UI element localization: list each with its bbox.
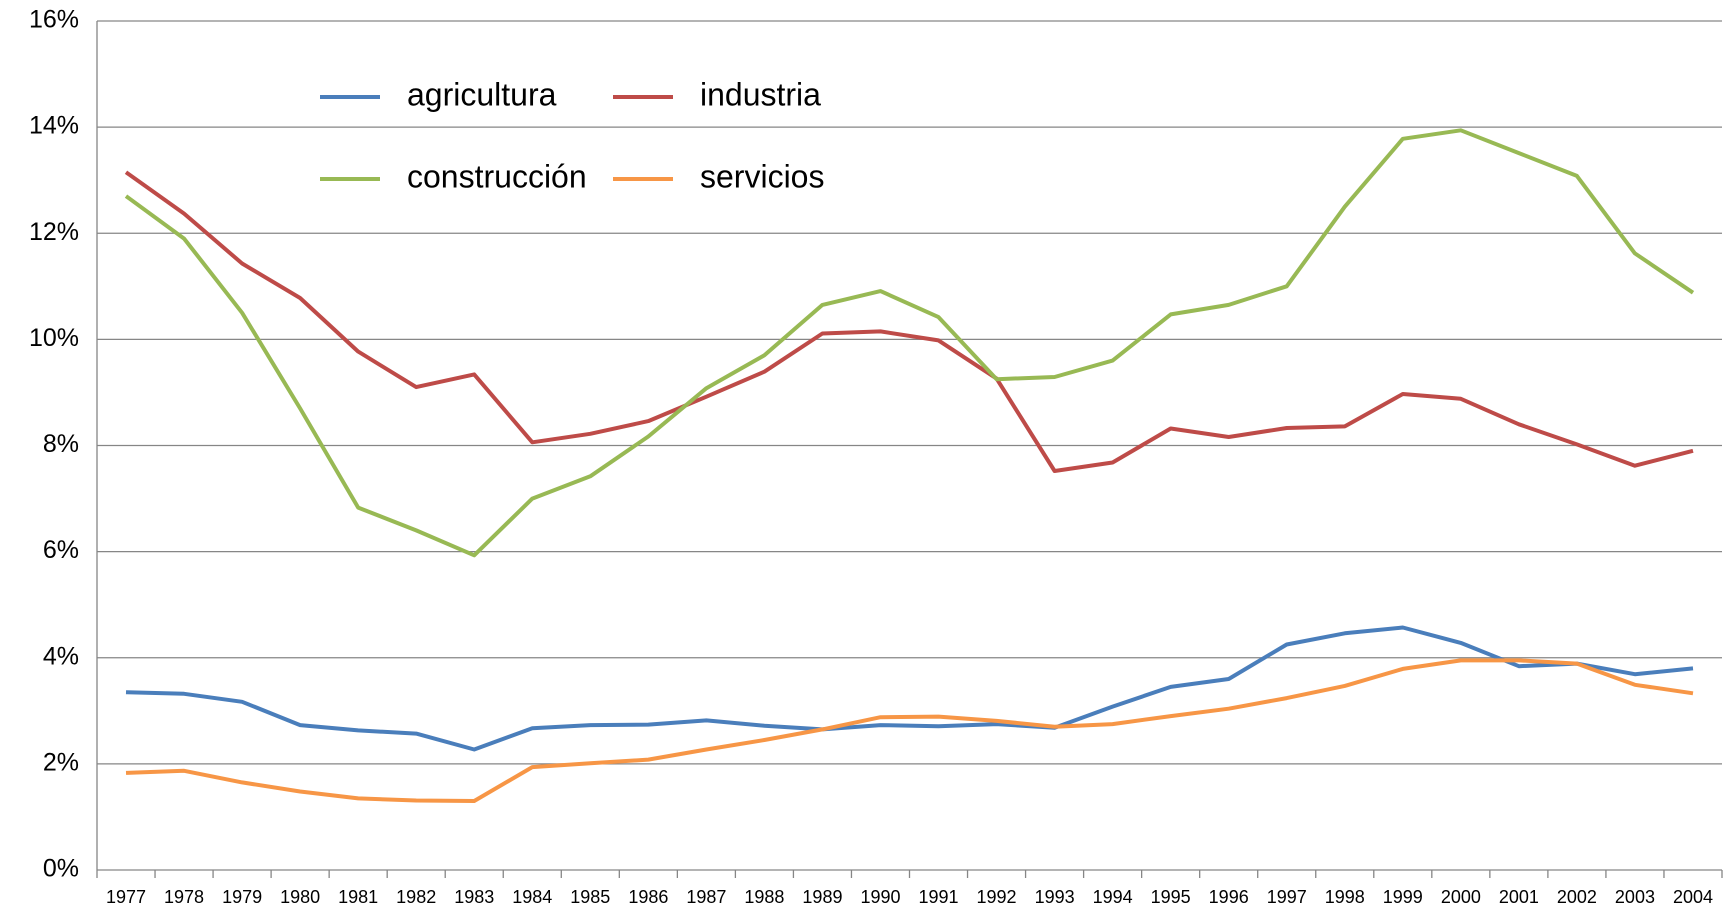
y-tick-label: 2% (43, 748, 79, 776)
legend-label: construcción (407, 158, 587, 194)
series-line (124, 128, 1695, 558)
y-tick-label: 4% (43, 642, 79, 670)
y-tick-label: 14% (29, 112, 79, 140)
x-tick-label: 1991 (918, 887, 958, 907)
x-tick-label: 1982 (396, 887, 436, 907)
x-tick-label: 1988 (744, 887, 784, 907)
legend-label: agricultura (407, 76, 557, 112)
x-tick-label: 2000 (1441, 887, 1481, 907)
x-tick-label: 1997 (1267, 887, 1307, 907)
x-tick-label: 1984 (512, 887, 552, 907)
x-tick-label: 1979 (222, 887, 262, 907)
x-tick-label: 1993 (1035, 887, 1075, 907)
x-tick-label: 1983 (454, 887, 494, 907)
x-tick-label: 1981 (338, 887, 378, 907)
x-tick-label: 1994 (1093, 887, 1133, 907)
x-tick-label: 1996 (1209, 887, 1249, 907)
x-tick-label: 2004 (1673, 887, 1713, 907)
series-line (124, 170, 1694, 473)
series-line (125, 658, 1694, 803)
x-tick-label: 1985 (570, 887, 610, 907)
series-line (125, 625, 1694, 752)
x-tick-label: 1995 (1151, 887, 1191, 907)
x-tick-label: 1977 (106, 887, 146, 907)
y-tick-label: 8% (43, 430, 79, 458)
x-tick-label: 1987 (686, 887, 726, 907)
y-tick-label: 16% (29, 6, 79, 34)
x-tick-label: 1978 (164, 887, 204, 907)
x-tick-label: 1986 (628, 887, 668, 907)
y-tick-label: 12% (29, 218, 79, 246)
x-tick-label: 2001 (1499, 887, 1539, 907)
x-tick-label: 1998 (1325, 887, 1365, 907)
x-tick-label: 2002 (1557, 887, 1597, 907)
y-tick-label: 0% (43, 855, 79, 883)
x-tick-label: 1980 (280, 887, 320, 907)
x-tick-label: 1992 (977, 887, 1017, 907)
legend-label: industria (700, 76, 821, 112)
legend-label: servicios (700, 158, 824, 194)
x-tick-label: 1990 (860, 887, 900, 907)
y-tick-label: 10% (29, 324, 79, 352)
y-tick-label: 6% (43, 536, 79, 564)
x-tick-label: 1989 (802, 887, 842, 907)
x-tick-label: 2003 (1615, 887, 1655, 907)
x-tick-label: 1999 (1383, 887, 1423, 907)
